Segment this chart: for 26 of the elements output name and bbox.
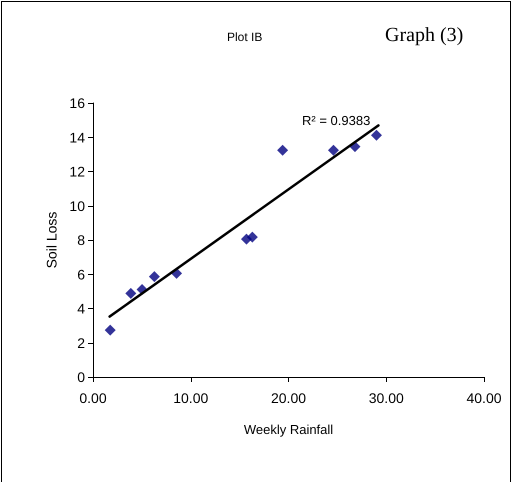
y-tick-label: 0	[77, 369, 86, 385]
y-tick-label: 14	[69, 129, 86, 146]
y-tick-label: 10	[69, 198, 86, 214]
x-tick-label: 10.00	[173, 390, 208, 406]
y-tick-label: 2	[77, 334, 86, 351]
point	[328, 144, 339, 156]
point	[370, 130, 382, 141]
point	[125, 288, 136, 299]
chart-title: Plot IB	[227, 30, 262, 44]
y-tick-label: 8	[77, 232, 86, 248]
y-tick-label: 12	[69, 164, 86, 180]
x-tick-label: 30.00	[368, 390, 404, 406]
y-tick-label: 4	[77, 300, 86, 316]
chart-subtitle: Graph (3)	[385, 24, 464, 46]
y-tick-label: 6	[77, 266, 86, 282]
x-tick-label: 40.00	[466, 390, 502, 406]
point	[104, 324, 116, 336]
point	[246, 232, 258, 243]
x-tick-label: 0.00	[79, 390, 107, 406]
point	[277, 144, 288, 156]
y-axis-title: Soil Loss	[44, 212, 60, 268]
point	[148, 271, 160, 282]
x-axis-title: Weekly Rainfall	[244, 422, 334, 437]
annotation: R² = 0.9383	[302, 113, 370, 128]
x-tick-label: 20.00	[270, 390, 306, 406]
y-tick-label: 16	[69, 95, 86, 111]
